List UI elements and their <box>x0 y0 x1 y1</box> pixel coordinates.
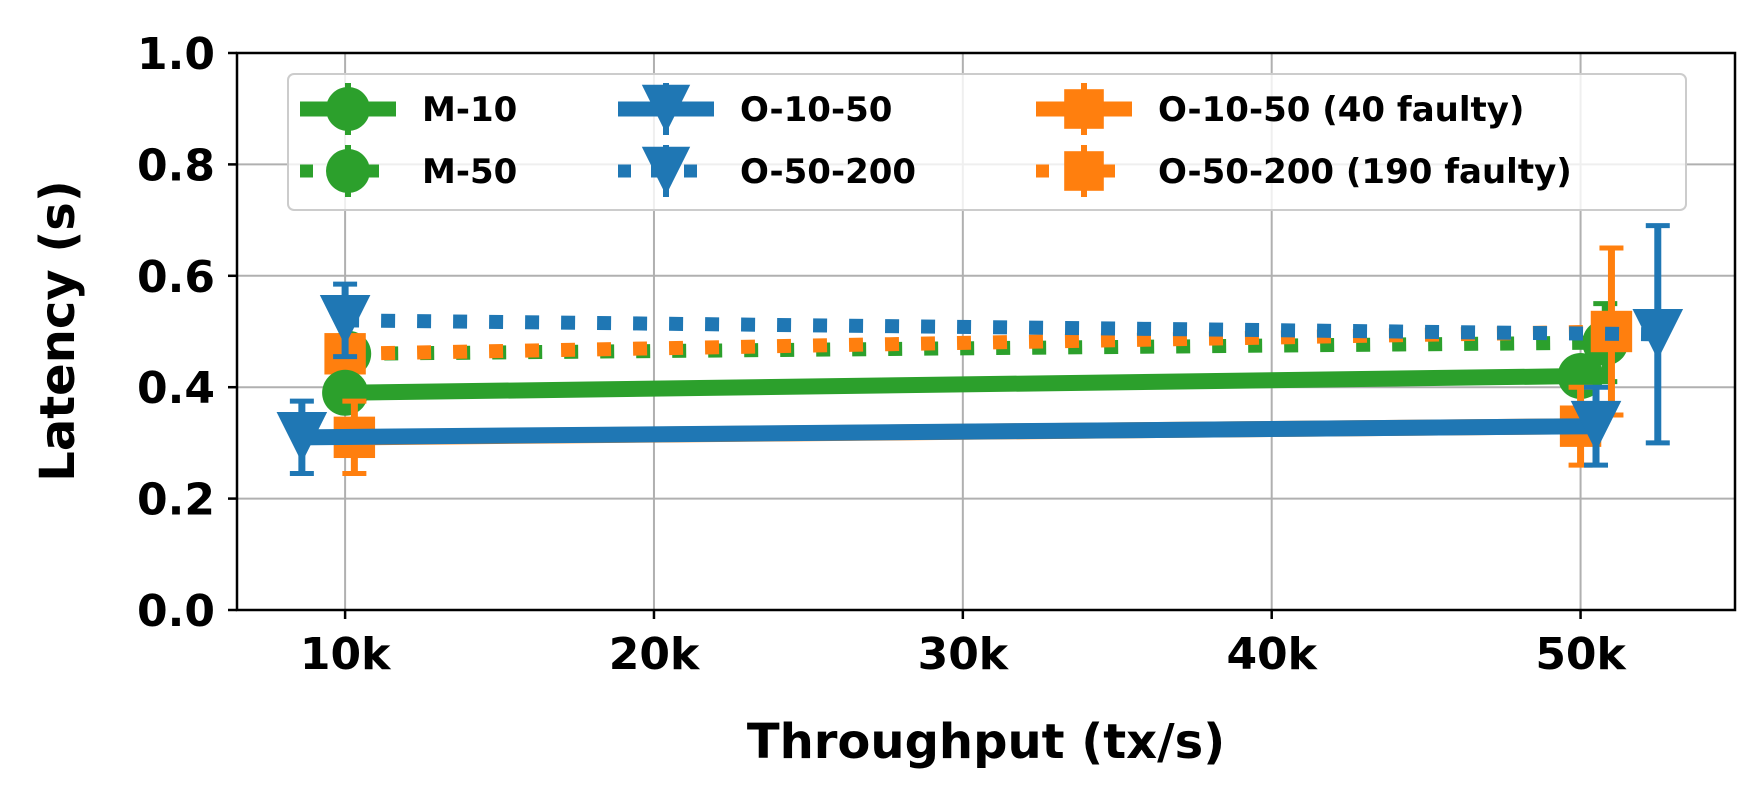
legend-label: M-10 <box>422 90 517 130</box>
legend-marker <box>641 146 691 196</box>
series-line <box>301 418 1597 446</box>
y-tick-label: 0.8 <box>137 140 215 191</box>
data-point <box>322 369 369 416</box>
y-tick-label: 0.4 <box>137 363 215 414</box>
x-tick-label: 50k <box>1535 629 1627 680</box>
y-tick-label: 0.0 <box>137 586 215 637</box>
y-tick-label: 1.0 <box>137 29 215 80</box>
data-point <box>1632 308 1684 360</box>
series-layer <box>276 223 1684 477</box>
legend-label: O-10-50 <box>740 90 892 130</box>
y-tick-label: 0.6 <box>137 252 215 303</box>
legend-marker <box>641 84 691 134</box>
data-point <box>319 295 371 346</box>
legend-marker <box>1064 151 1104 191</box>
x-tick-label: 40k <box>1226 629 1318 680</box>
series-o-10-50 <box>276 384 1622 477</box>
y-axis-title: Latency (s) <box>30 180 86 482</box>
x-axis-title: Throughput (tx/s) <box>747 714 1225 770</box>
legend-item-o-50-200: O-50-200 <box>618 145 916 197</box>
y-tick-label: 0.2 <box>137 475 215 526</box>
legend-marker <box>326 149 370 193</box>
series-line <box>345 313 1658 342</box>
data-point <box>276 412 328 463</box>
legend-label: O-10-50 (40 faulty) <box>1158 90 1524 130</box>
series-line <box>348 335 1606 361</box>
legend-marker <box>1064 89 1104 129</box>
legend-label: M-50 <box>422 152 517 192</box>
legend-item-o-50-200-190-faulty: O-50-200 (190 faulty) <box>1036 145 1572 197</box>
legend-label: O-50-200 (190 faulty) <box>1158 152 1572 192</box>
series-line <box>344 324 1612 361</box>
legend-item-o-10-50-40-faulty: O-10-50 (40 faulty) <box>1036 83 1524 135</box>
legend: M-10 M-50 O-10-50 O-50-200 O-10-50 (40 fault… <box>287 73 1687 211</box>
legend-label: O-50-200 <box>740 152 916 192</box>
legend-marker <box>326 87 370 131</box>
series-line <box>344 368 1581 401</box>
x-tick-label: 20k <box>609 629 701 680</box>
plot-area-frame <box>235 51 1737 612</box>
x-tick-label: 30k <box>918 629 1010 680</box>
legend-item-m-10: M-10 <box>300 83 517 135</box>
data-point <box>1570 400 1622 452</box>
x-tick-label: 10k <box>300 629 392 680</box>
legend-item-m-50: M-50 <box>300 145 517 197</box>
legend-item-o-10-50: O-10-50 <box>618 83 892 135</box>
ticks: 10k 20k 30k 40k 50k 0.0 0.2 0.4 0.6 0.8 1.0 <box>137 29 1628 680</box>
series-m-50 <box>325 301 1629 385</box>
series-o-50-200 <box>319 223 1684 446</box>
